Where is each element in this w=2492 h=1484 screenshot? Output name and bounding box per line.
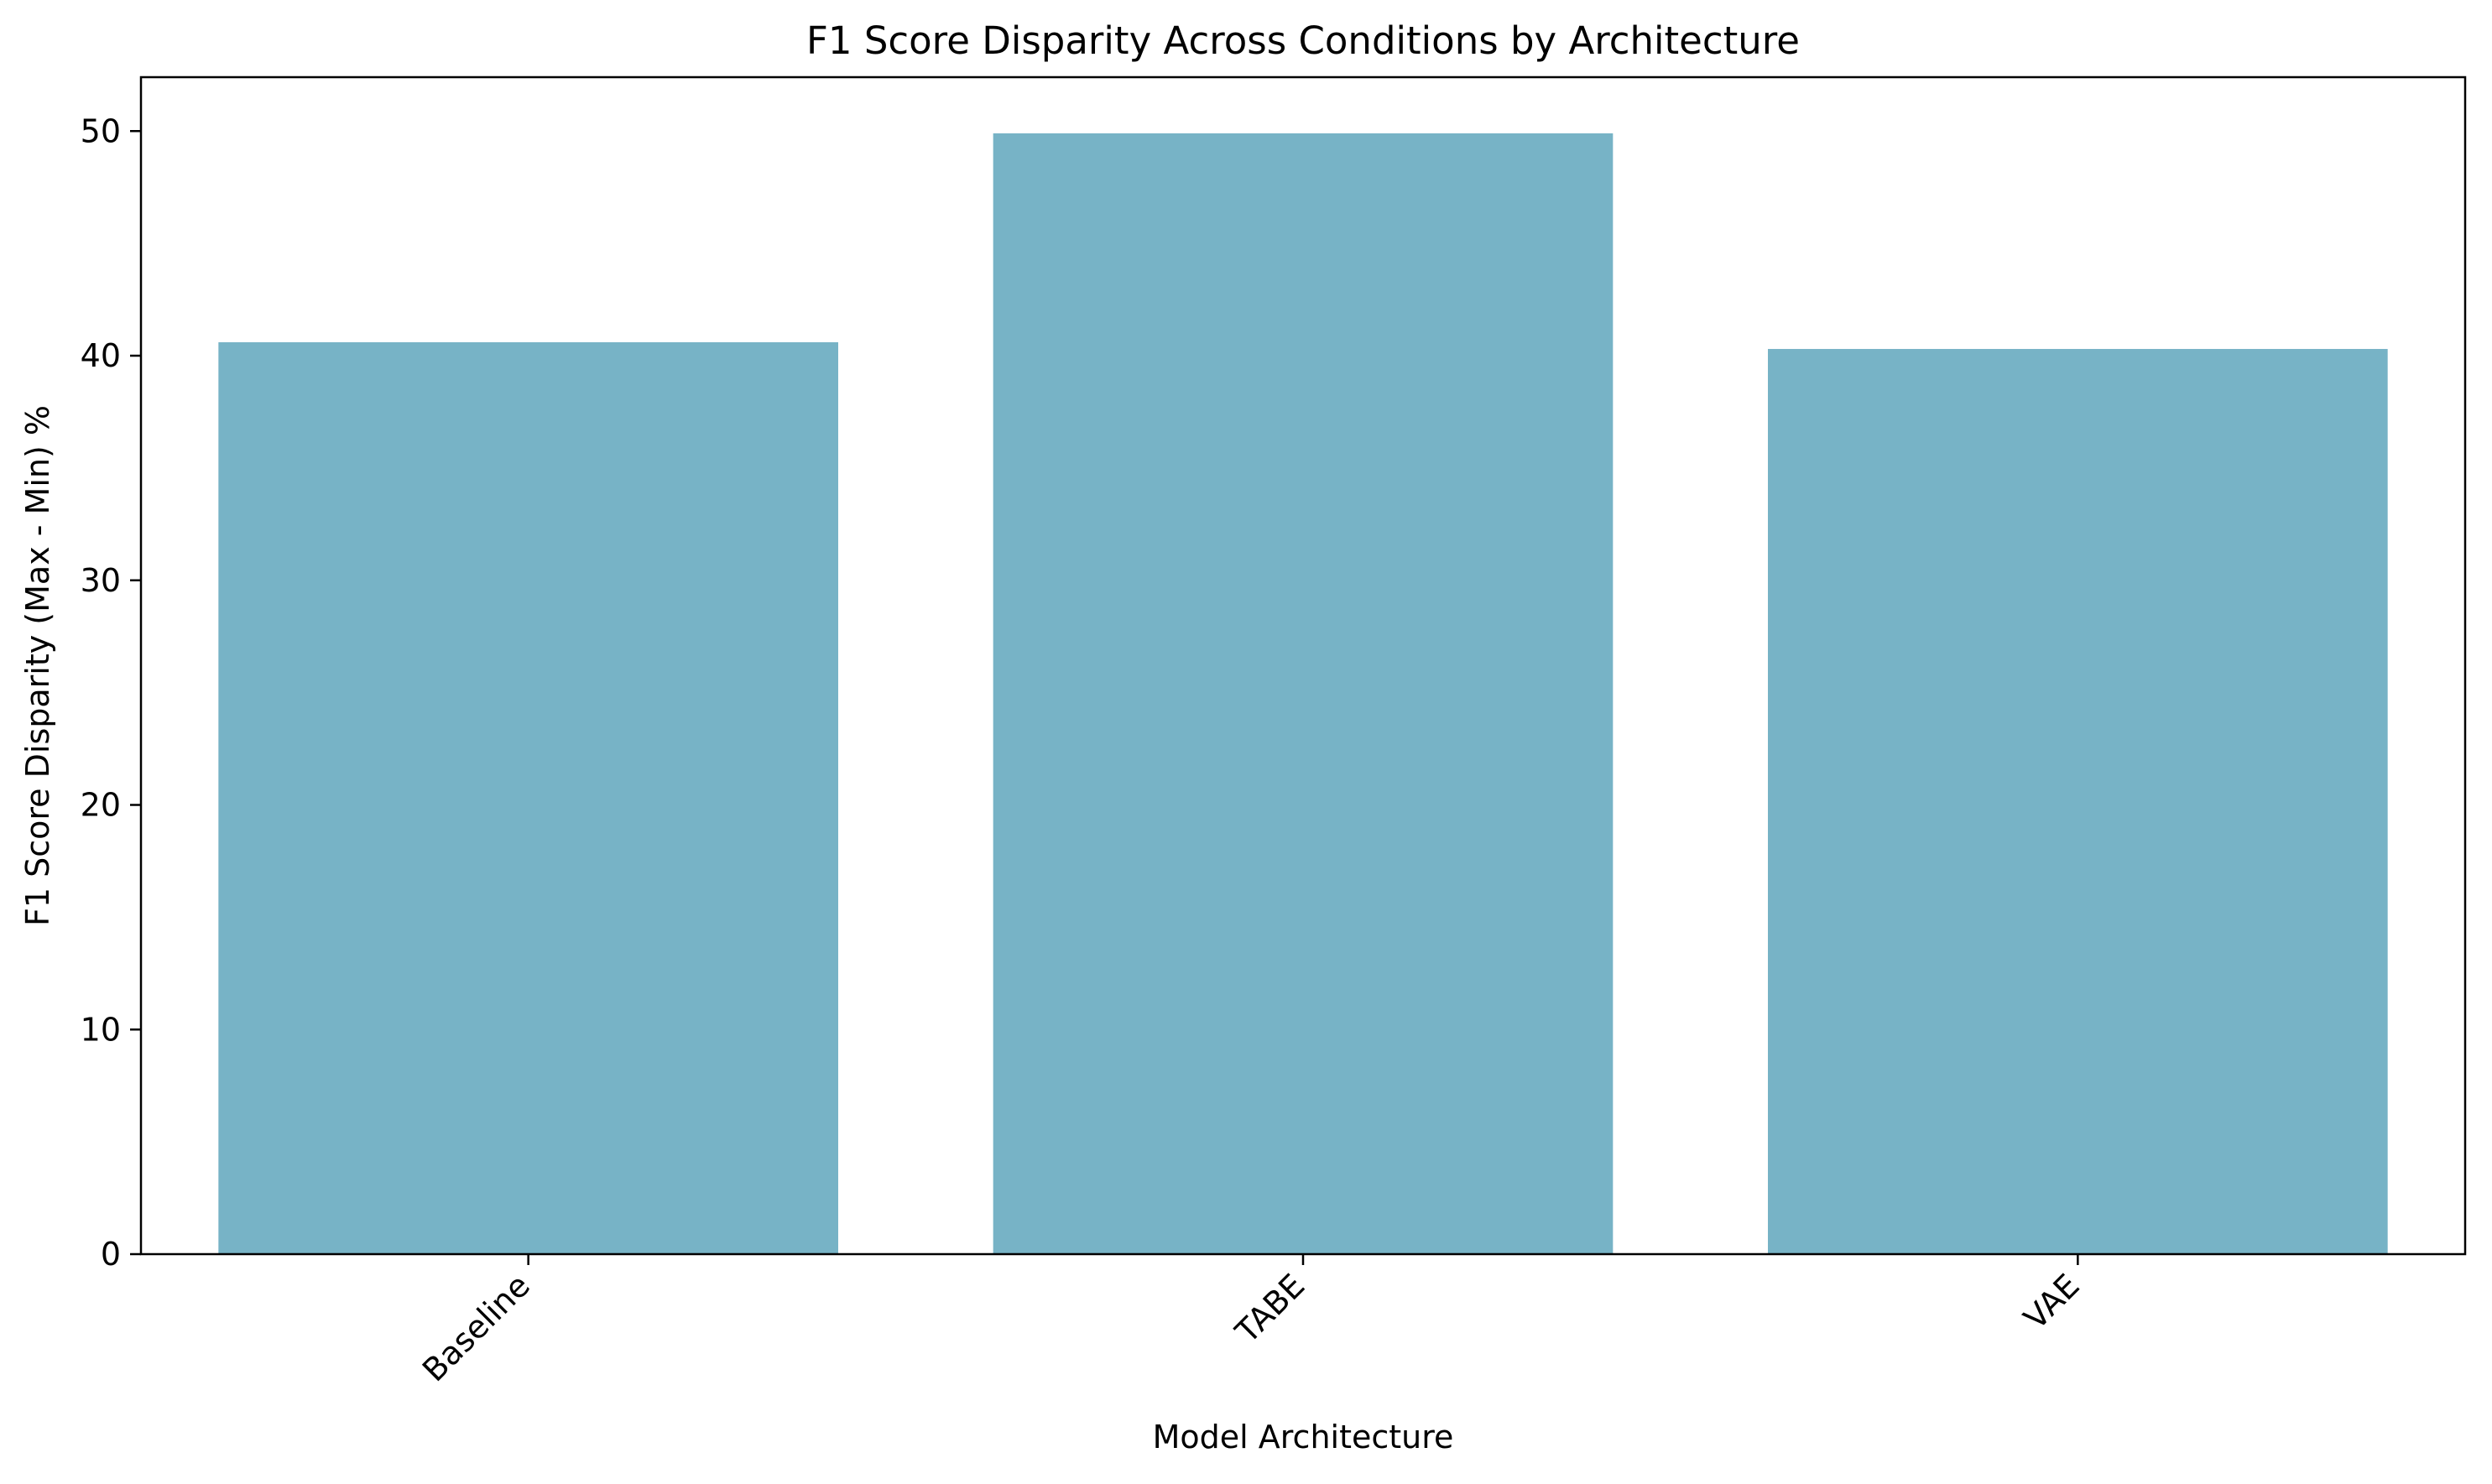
y-axis-label: F1 Score Disparity (Max - Min) % [19, 405, 56, 926]
bars-layer [218, 133, 2388, 1255]
y-tick-label: 40 [81, 337, 121, 374]
bar-tabe [993, 133, 1614, 1255]
x-axis-label: Model Architecture [1153, 1419, 1454, 1455]
y-tick-label: 30 [81, 562, 121, 599]
bar-vae [1768, 348, 2388, 1254]
x-tick-label-baseline: Baseline [415, 1267, 537, 1388]
chart-title: F1 Score Disparity Across Conditions by … [806, 18, 1800, 63]
y-tick-label: 10 [81, 1011, 121, 1048]
bar-baseline [218, 341, 838, 1254]
y-tick-label: 20 [81, 787, 121, 824]
x-tick-label-vae: VAE [2017, 1267, 2087, 1336]
y-tick-label: 0 [101, 1236, 121, 1273]
x-tick-label-tabe: TABE [1228, 1267, 1311, 1351]
y-tick-label: 50 [81, 112, 121, 149]
